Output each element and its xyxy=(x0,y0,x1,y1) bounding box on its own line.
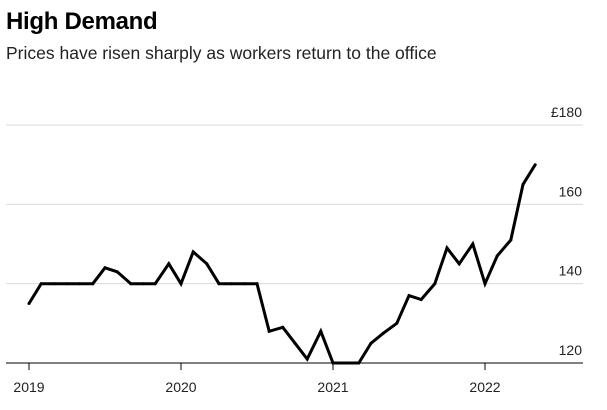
data-point xyxy=(293,341,297,345)
chart-title: High Demand xyxy=(6,8,158,35)
data-point xyxy=(129,282,133,286)
data-point xyxy=(27,302,31,305)
data-point xyxy=(495,254,499,258)
data-point xyxy=(217,282,221,286)
data-point xyxy=(471,242,475,246)
data-point xyxy=(77,282,81,286)
x-tick-label-2019: 2019 xyxy=(13,379,44,395)
data-point xyxy=(153,282,157,286)
x-tick-label-2022: 2022 xyxy=(469,379,500,395)
data-point xyxy=(445,246,449,250)
data-point xyxy=(243,282,247,286)
data-point xyxy=(53,282,57,286)
data-point xyxy=(305,357,309,361)
y-tick-label-160: 160 xyxy=(559,183,583,199)
data-point xyxy=(357,361,361,365)
data-point xyxy=(39,282,43,286)
data-point xyxy=(65,282,69,286)
y-tick-label-120: 120 xyxy=(559,342,583,358)
data-point xyxy=(141,282,145,286)
data-point xyxy=(319,329,323,333)
data-point xyxy=(419,298,423,301)
data-point xyxy=(267,329,271,333)
x-tick-label-2021: 2021 xyxy=(317,379,348,395)
data-point xyxy=(483,282,487,286)
data-point xyxy=(343,361,347,365)
x-axis: 2019 2020 2021 2022 xyxy=(6,362,583,395)
data-point xyxy=(457,262,461,266)
y-tick-label-140: 140 xyxy=(559,263,583,279)
data-point xyxy=(103,266,107,270)
data-point xyxy=(191,250,195,254)
y-tick-label-180: £180 xyxy=(551,104,582,120)
data-point xyxy=(115,270,119,274)
data-point xyxy=(395,321,399,325)
data-point xyxy=(167,262,171,266)
chart-subtitle: Prices have risen sharply as workers ret… xyxy=(6,43,437,63)
data-point xyxy=(281,325,285,329)
data-point xyxy=(229,282,233,286)
data-point xyxy=(91,282,95,286)
data-point xyxy=(521,183,525,186)
data-point xyxy=(509,238,513,242)
series-layer xyxy=(27,163,537,365)
data-point xyxy=(255,282,259,286)
y-axis-tick-labels: £180 160 140 120 xyxy=(551,104,582,358)
data-point xyxy=(369,341,373,345)
data-point xyxy=(205,262,209,266)
data-point xyxy=(331,361,335,365)
data-point xyxy=(407,294,411,298)
data-point xyxy=(533,163,537,167)
gridlines xyxy=(6,124,583,285)
data-point xyxy=(433,282,437,286)
data-point xyxy=(381,331,385,335)
x-tick-label-2020: 2020 xyxy=(165,379,196,395)
data-point xyxy=(179,282,183,286)
